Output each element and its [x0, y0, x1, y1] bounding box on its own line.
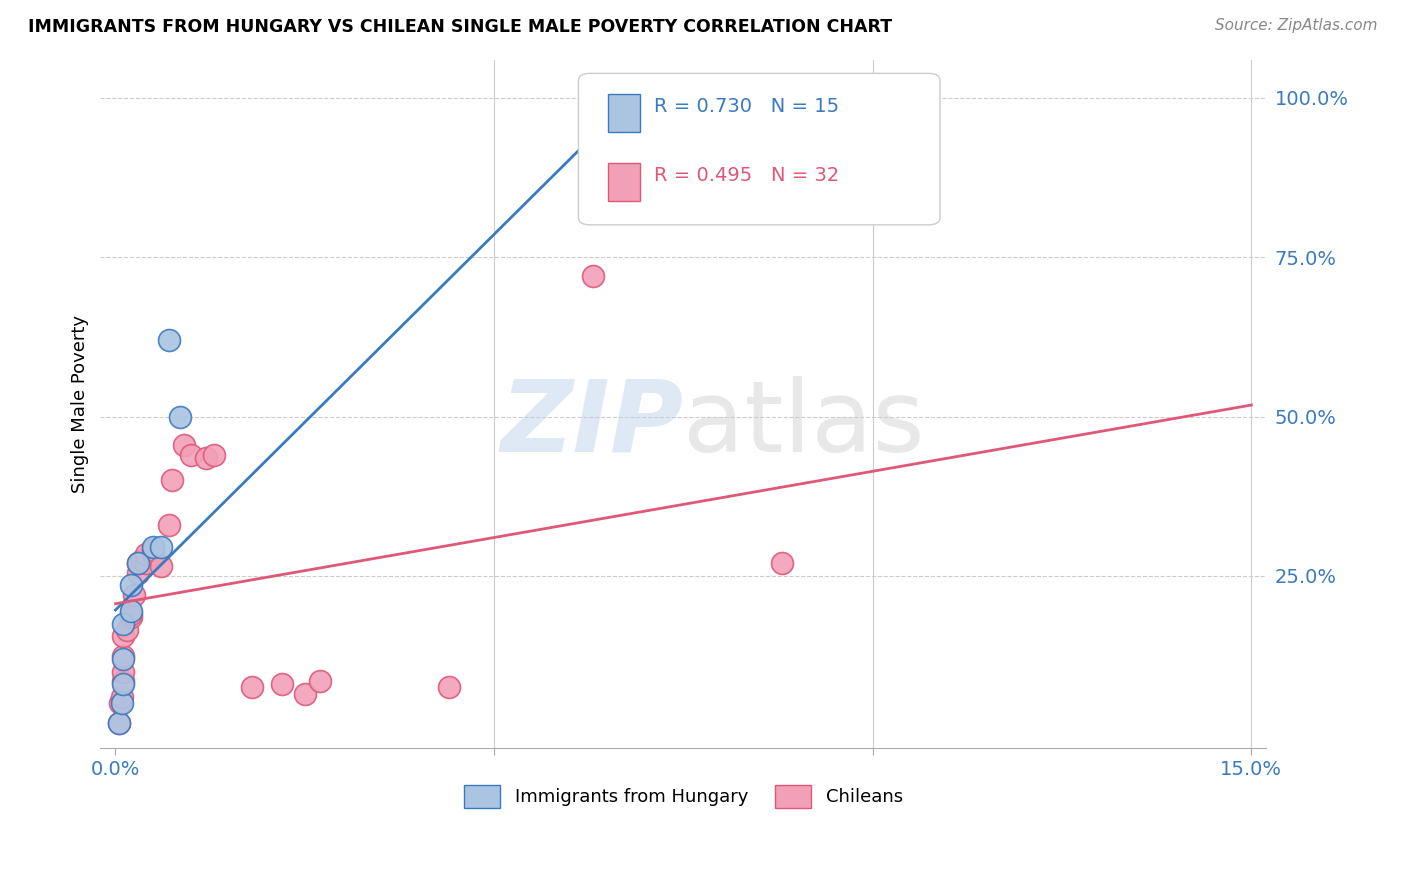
Point: [169, 409, 191, 424]
Text: atlas: atlas: [683, 376, 925, 473]
Point: [127, 556, 149, 570]
Point: [142, 547, 165, 561]
Point: [112, 652, 135, 666]
Point: [108, 697, 131, 711]
FancyBboxPatch shape: [578, 73, 941, 225]
Bar: [607, 94, 640, 132]
Point: [149, 559, 172, 574]
Point: [110, 697, 132, 711]
Point: [124, 588, 146, 602]
Point: [162, 473, 184, 487]
Point: [127, 556, 149, 570]
Point: [112, 630, 135, 644]
Point: [110, 690, 132, 704]
Point: [112, 616, 135, 631]
Point: [120, 604, 142, 618]
Text: IMMIGRANTS FROM HUNGARY VS CHILEAN SINGLE MALE POVERTY CORRELATION CHART: IMMIGRANTS FROM HUNGARY VS CHILEAN SINGL…: [28, 18, 893, 36]
Text: Source: ZipAtlas.com: Source: ZipAtlas.com: [1215, 18, 1378, 33]
Text: R = 0.730   N = 15: R = 0.730 N = 15: [654, 97, 839, 116]
Point: [294, 687, 316, 701]
Point: [108, 715, 131, 730]
Text: ZIP: ZIP: [501, 376, 683, 473]
Point: [115, 623, 138, 637]
Point: [173, 438, 195, 452]
Point: [142, 540, 165, 554]
Point: [271, 677, 294, 691]
Point: [665, 100, 688, 114]
Bar: [607, 163, 640, 201]
Point: [120, 578, 142, 592]
Point: [142, 543, 165, 558]
Point: [135, 556, 157, 570]
Point: [107, 715, 129, 730]
Point: [157, 333, 180, 347]
Point: [612, 100, 634, 114]
Point: [589, 100, 612, 114]
Text: R = 0.495   N = 32: R = 0.495 N = 32: [654, 166, 839, 185]
Point: [120, 607, 142, 622]
Point: [195, 450, 218, 465]
Point: [309, 674, 332, 689]
Point: [202, 448, 225, 462]
Point: [180, 448, 202, 462]
Point: [770, 556, 793, 570]
Point: [112, 665, 135, 679]
Point: [112, 674, 135, 689]
Point: [157, 517, 180, 532]
Point: [149, 540, 172, 554]
Y-axis label: Single Male Poverty: Single Male Poverty: [72, 315, 89, 492]
Point: [112, 677, 135, 691]
Point: [127, 566, 149, 580]
Point: [112, 648, 135, 663]
Point: [131, 553, 153, 567]
Point: [581, 269, 603, 284]
Point: [437, 681, 460, 695]
Point: [240, 681, 263, 695]
Legend: Immigrants from Hungary, Chileans: Immigrants from Hungary, Chileans: [457, 778, 910, 814]
Point: [135, 547, 157, 561]
Point: [120, 610, 142, 624]
